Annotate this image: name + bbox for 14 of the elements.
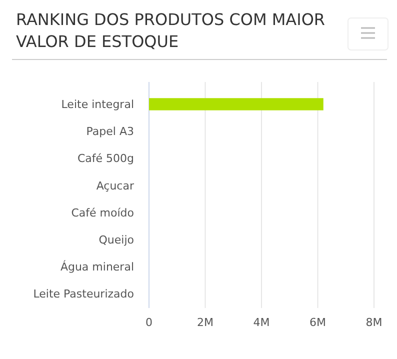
x-tick-label: 2M — [197, 316, 214, 329]
y-tick-label: Café moído — [71, 206, 134, 220]
x-tick-label: 0 — [146, 316, 152, 329]
x-tick-label: 6M — [310, 316, 326, 329]
x-tick-label: 8M — [366, 316, 382, 329]
y-tick-label: Papel A3 — [86, 125, 134, 138]
y-tick-label: Açucar — [96, 179, 134, 192]
y-tick-label: Água mineral — [60, 260, 134, 274]
y-tick-label: Queijo — [98, 233, 134, 246]
y-tick-label: Café 500g — [77, 152, 134, 166]
x-tick-label: 4M — [253, 316, 270, 329]
y-tick-label: Leite integral — [61, 98, 134, 112]
chart-title: RANKING DOS PRODUTOS COM MAIOR VALOR DE ESTOQUE — [16, 10, 326, 51]
y-tick-label: Leite Pasteurizado — [33, 288, 134, 301]
